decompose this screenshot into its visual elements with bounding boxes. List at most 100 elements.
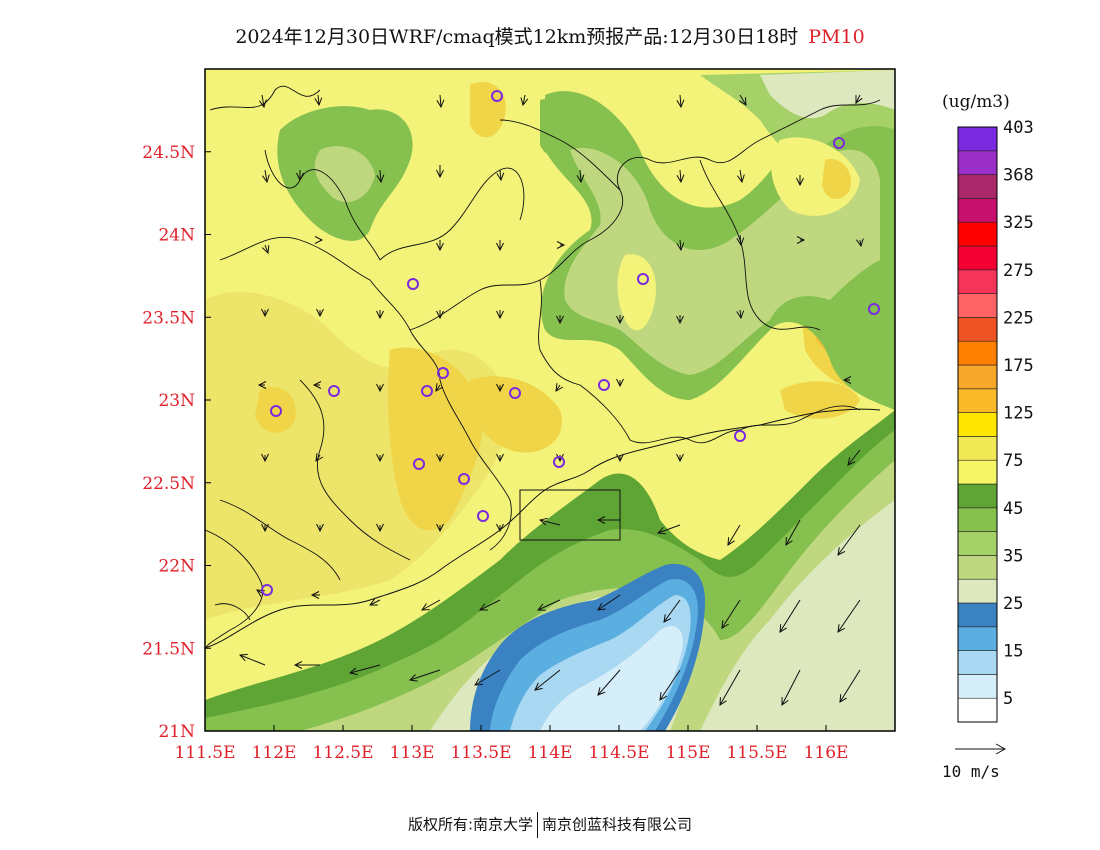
legend-swatch: [957, 483, 998, 509]
station-marker: [637, 273, 649, 285]
wind-reference-label: 10 m/s: [942, 762, 1000, 781]
lon-tick-label: 113.5E: [450, 743, 511, 763]
wind-arrow: [478, 599, 501, 611]
wind-arrow: [316, 308, 324, 318]
station-marker: [421, 385, 433, 397]
copyright-org2: 南京创蓝科技有限公司: [542, 815, 693, 834]
wind-arrow: [376, 453, 384, 463]
station-marker: [477, 510, 489, 522]
legend-label: 125: [1003, 404, 1034, 424]
wind-arrow: [436, 523, 444, 533]
copyright-prefix: 版权所有:: [407, 815, 474, 834]
legend-frame: [957, 126, 998, 723]
wind-arrow: [496, 383, 504, 393]
wind-arrow: [436, 453, 444, 463]
wind-arrow: [676, 453, 684, 463]
wind-arrow: [721, 599, 741, 629]
lon-tick-label: 113E: [390, 743, 435, 763]
station-marker: [407, 278, 419, 290]
wind-arrow: [656, 524, 681, 535]
wind-arrow: [496, 453, 504, 463]
wind-arrow: [556, 315, 564, 325]
lon-tick-label: 112.5E: [312, 743, 373, 763]
lon-tick-label: 115.5E: [726, 743, 787, 763]
legend-swatch: [957, 126, 998, 152]
wind-arrow: [538, 517, 561, 526]
legend-swatch: [957, 555, 998, 580]
wind-arrow: [855, 94, 863, 104]
lat-tick-label: 23N: [158, 391, 195, 411]
wind-arrow: [659, 669, 681, 701]
lat-tick-label: 23.5N: [142, 308, 195, 328]
wind-arrow: [556, 241, 566, 249]
wind-arrow: [376, 383, 384, 393]
legend-swatch: [957, 531, 998, 556]
wind-arrow: [739, 94, 747, 106]
wind-arrow: [312, 381, 322, 389]
lat-tick-label: 24N: [158, 226, 195, 246]
lon-tick-label: 112E: [252, 743, 297, 763]
wind-arrow: [736, 169, 745, 184]
lon-tick-label: 114.5E: [588, 743, 649, 763]
wind-arrow: [376, 169, 385, 184]
wind-arrow: [736, 234, 745, 247]
wind-arrow: [676, 169, 685, 184]
wind-arrow: [261, 244, 270, 255]
legend-label: 25: [1003, 594, 1023, 614]
legend-swatch: [957, 198, 998, 223]
station-marker: [868, 303, 880, 315]
wind-arrow: [847, 449, 861, 466]
legend-swatch: [957, 221, 998, 247]
wind-arrow: [316, 523, 324, 533]
wind-arrow: [781, 669, 801, 706]
station-marker: [437, 367, 449, 379]
legend-label: 45: [1003, 499, 1023, 519]
wind-arrow: [496, 169, 505, 182]
lat-tick-label: 22N: [158, 557, 195, 577]
station-marker: [734, 430, 746, 442]
wind-arrow: [837, 524, 861, 556]
wind-arrow: [796, 236, 806, 244]
station-marker: [553, 456, 565, 468]
legend-swatch: [957, 697, 998, 723]
lat-tick-label: 21.5N: [142, 639, 195, 659]
legend-swatch: [957, 650, 998, 675]
wind-arrow: [436, 165, 444, 179]
wind-arrow: [421, 599, 441, 611]
legend-swatch: [957, 245, 998, 271]
legend-label: 75: [1003, 451, 1023, 471]
coastline: [205, 408, 881, 649]
legend-swatch: [957, 364, 998, 390]
wind-arrow: [536, 599, 561, 611]
legend-swatch: [957, 340, 998, 366]
wind-arrow: [474, 669, 501, 686]
legend-swatch: [957, 293, 998, 318]
wind-arrow: [261, 523, 269, 533]
longitude-axis: 111.5E 112E 112.5E 113E 113.5E 114E 114.5E 115E…: [174, 725, 848, 763]
title-main: 2024年12月30日WRF/cmaq模式12km预报产品:12月30日18时: [235, 26, 799, 48]
wind-arrow: [555, 383, 564, 392]
wind-arrow: [676, 94, 685, 109]
wind-arrow: [368, 598, 381, 606]
wind-arrow: [258, 94, 267, 109]
legend-swatch: [957, 602, 998, 628]
wind-arrow: [796, 175, 804, 187]
station-marker: [261, 584, 273, 596]
legend-label: 5: [1003, 689, 1013, 709]
wind-arrow: [779, 599, 801, 633]
title-pollutant: PM10: [808, 26, 865, 48]
legend-swatch: [957, 388, 998, 413]
legend-swatch: [957, 578, 998, 604]
wind-arrow: [616, 315, 624, 325]
wind-arrow: [842, 376, 852, 384]
legend-label: 15: [1003, 642, 1023, 662]
legend-swatch: [957, 269, 998, 294]
wind-arrow: [436, 240, 444, 252]
legend-swatch: [957, 626, 998, 651]
legend-unit-label: (ug/m3): [942, 92, 1010, 112]
wind-arrow: [314, 236, 324, 244]
legend-label: 275: [1003, 261, 1034, 281]
wind-arrow: [597, 594, 621, 611]
wind-arrow: [310, 591, 320, 599]
